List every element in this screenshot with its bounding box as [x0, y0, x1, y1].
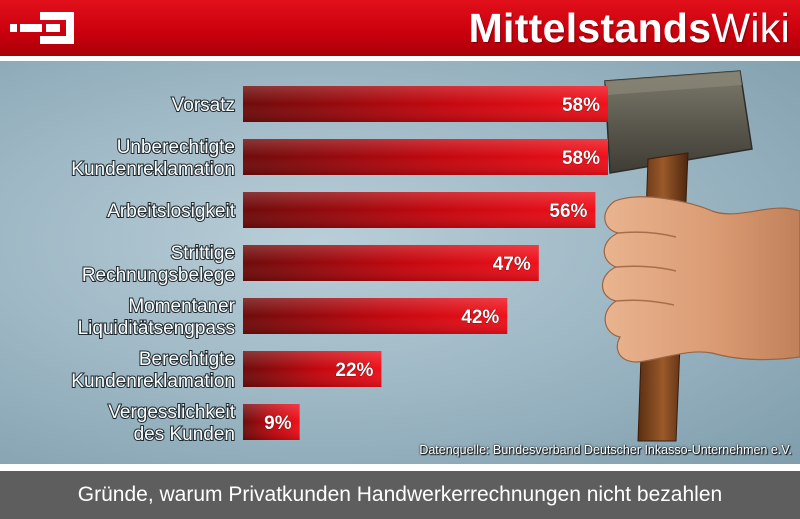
- bar-shine-7: [243, 404, 300, 440]
- category-label-4: Strittige Rechnungsbelege: [82, 243, 235, 286]
- category-label-line: Arbeitslosigkeit: [107, 201, 235, 222]
- bar-shine-2: [243, 139, 608, 175]
- category-label-5: Momentaner Liquiditätsengpass: [78, 296, 236, 339]
- category-label-line: Strittige: [171, 243, 235, 264]
- category-label-3: Arbeitslosigkeit: [107, 201, 235, 222]
- bar-value-label-4: 47%: [493, 254, 531, 275]
- bar-value-label-3: 56%: [549, 201, 587, 222]
- brand-title: MittelstandsWiki: [469, 3, 790, 53]
- brand-title-bold: Mittelstands: [468, 5, 712, 51]
- category-label-line: Kundenreklamation: [71, 371, 235, 392]
- category-label-line: des Kunden: [134, 424, 235, 445]
- category-label-line: Vergesslichkeit: [108, 402, 235, 423]
- category-label-line: Momentaner: [128, 296, 235, 317]
- category-label-line: Kundenreklamation: [71, 159, 235, 180]
- bar-value-label-2: 58%: [562, 148, 600, 169]
- category-label-2: Unberechtigte Kundenreklamation: [71, 137, 235, 180]
- category-label-line: Rechnungsbelege: [82, 265, 235, 286]
- logo-icon: [10, 12, 74, 44]
- category-label-line: Berechtigte: [139, 349, 235, 370]
- source-note: Datenquelle: Bundesverband Deutscher Ink…: [419, 443, 792, 457]
- chart-area: 58% Vorsatz 58% Unberechtigte Kundenreklamat…: [0, 61, 800, 464]
- category-label-line: Vorsatz: [172, 95, 235, 116]
- bar-shine-6: [243, 351, 382, 387]
- category-label-line: Liquiditätsengpass: [78, 318, 235, 339]
- bar-shine-4: [243, 245, 539, 281]
- category-label-line: Unberechtigte: [117, 137, 235, 158]
- bar-shine-1: [243, 86, 608, 122]
- brand-title-regular: Wiki: [711, 5, 790, 51]
- bar-value-label-5: 42%: [461, 307, 499, 328]
- bar-shine-3: [243, 192, 596, 228]
- category-label-1: Vorsatz: [172, 95, 235, 116]
- category-label-7: Vergesslichkeit des Kunden: [108, 402, 235, 445]
- footer-banner: Gründe, warum Privatkunden Handwerkerrec…: [0, 469, 800, 519]
- chart-caption: Gründe, warum Privatkunden Handwerkerrec…: [77, 483, 723, 506]
- hammer-in-fist-icon: [601, 70, 800, 442]
- bar-shine-5: [243, 298, 508, 334]
- bar-value-label-7: 9%: [264, 413, 292, 434]
- bar-value-label-6: 22%: [335, 360, 373, 381]
- category-label-6: Berechtigte Kundenreklamation: [71, 349, 235, 392]
- bar-value-label-1: 58%: [562, 95, 600, 116]
- header-banner: MittelstandsWiki: [0, 0, 800, 56]
